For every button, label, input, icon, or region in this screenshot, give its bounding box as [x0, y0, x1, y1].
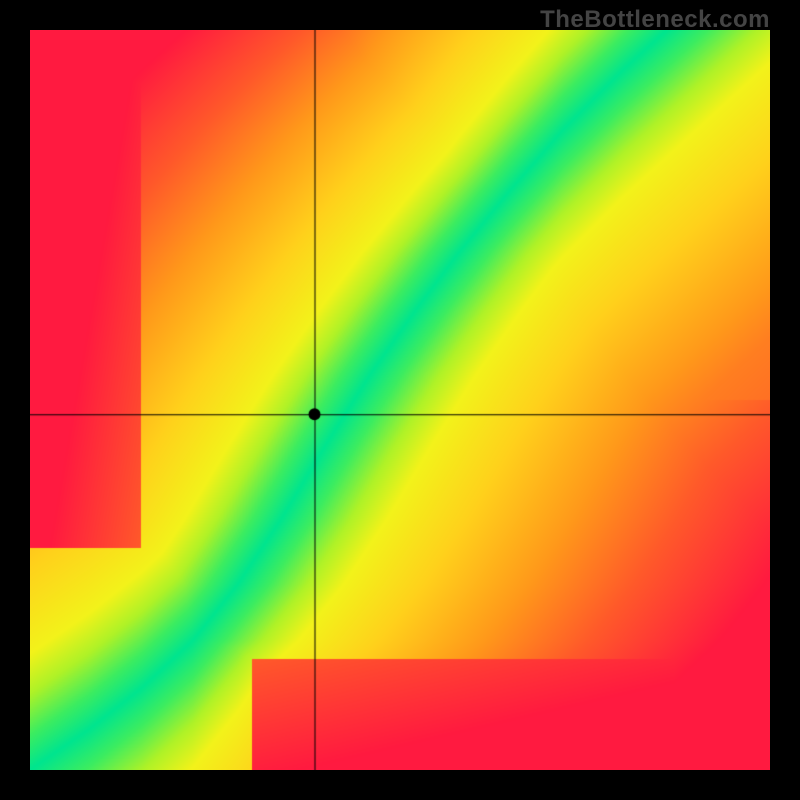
heatmap-plot: [30, 30, 770, 770]
chart-container: { "watermark": "TheBottleneck.com", "cha…: [0, 0, 800, 800]
watermark-text: TheBottleneck.com: [540, 6, 770, 34]
heatmap-canvas: [30, 30, 770, 770]
